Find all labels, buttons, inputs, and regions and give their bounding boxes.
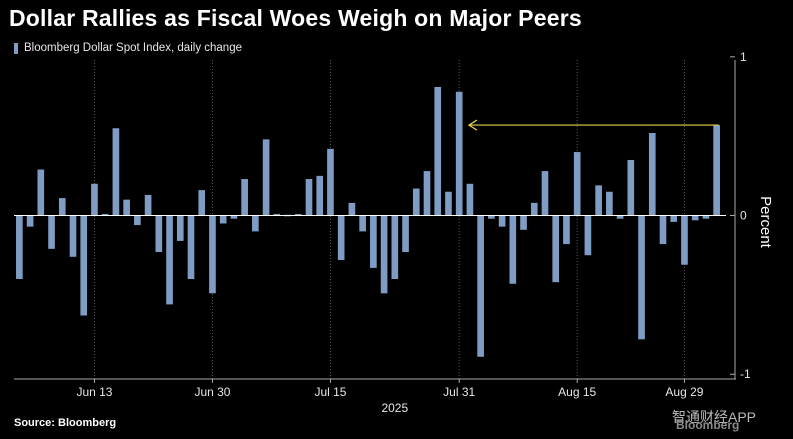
y-axis-label: Percent	[757, 196, 774, 249]
bar-21	[241, 179, 248, 216]
bar-34	[380, 215, 388, 294]
source-note: Source: Bloomberg	[14, 417, 117, 429]
x-tick-label-4: Aug 15	[558, 385, 596, 399]
y-tick-label-0: 1	[740, 50, 747, 64]
bar-63	[691, 215, 699, 221]
bar-10	[123, 199, 130, 216]
bar-36	[402, 215, 409, 253]
bar-13	[155, 215, 163, 253]
bar-50	[552, 215, 560, 283]
bar-59	[648, 133, 656, 216]
bar-41	[455, 91, 463, 216]
legend: Bloomberg Dollar Spot Index, daily chang…	[14, 42, 242, 54]
bar-61	[670, 215, 678, 222]
bar-39	[434, 86, 442, 216]
axes: 1 0 -1 Jun 13 Jun 30 Jul 15 Jul 31 Aug 15 Aug 29…	[14, 50, 751, 415]
bar-12	[144, 194, 152, 216]
bar-15	[176, 215, 184, 241]
bar-46	[509, 215, 517, 284]
bar-65	[713, 125, 720, 216]
bar-20	[230, 215, 238, 219]
bar-44	[488, 215, 495, 219]
bar-7	[91, 183, 98, 216]
bar-29	[327, 148, 334, 216]
legend-label: Bloomberg Dollar Spot Index, daily chang…	[24, 42, 242, 54]
bar-52	[573, 152, 581, 216]
bar-35	[391, 215, 399, 280]
bar-40	[445, 191, 452, 216]
legend-swatch	[14, 42, 18, 54]
bar-28	[316, 175, 324, 216]
bar-9	[112, 128, 120, 216]
bar-24	[273, 213, 281, 216]
bar-45	[498, 215, 506, 227]
chart-title: Dollar Rallies as Fiscal Woes Weigh on M…	[9, 5, 582, 31]
bar-17	[198, 190, 206, 216]
watermark-brand: Bloomberg	[676, 418, 740, 432]
bar-51	[563, 215, 570, 245]
x-tick-label-1: Jun 30	[194, 385, 230, 399]
bar-60	[659, 215, 667, 245]
bar-53	[584, 215, 592, 256]
bar-57	[627, 159, 635, 216]
bar-54	[595, 185, 602, 216]
bar-11	[134, 215, 141, 226]
bar-19	[219, 215, 227, 224]
bar-47	[520, 215, 527, 230]
y-tick-label-2: -1	[740, 367, 751, 381]
bar-31	[348, 202, 356, 216]
bar-48	[530, 202, 538, 216]
bar-64	[702, 215, 710, 219]
x-axis-label: 2025	[381, 401, 408, 415]
bar-42	[466, 183, 474, 216]
annotation	[467, 119, 719, 131]
bar-0	[16, 215, 23, 280]
bar-49	[541, 171, 549, 216]
bars	[16, 86, 720, 357]
bar-8	[101, 213, 109, 216]
bar-5	[69, 215, 77, 257]
bar-38	[423, 171, 431, 216]
bar-22	[252, 215, 259, 232]
y-tick-label-1: 0	[740, 209, 747, 223]
bar-18	[209, 215, 216, 294]
annotation-arrow-head	[467, 119, 478, 131]
bar-56	[616, 215, 624, 219]
bar-4	[58, 198, 66, 216]
bar-3	[48, 215, 55, 249]
bar-30	[337, 215, 345, 260]
bar-55	[606, 191, 613, 216]
bar-2	[37, 169, 45, 216]
bar-33	[370, 215, 377, 268]
x-tick-label-3: Jul 31	[443, 385, 475, 399]
bar-14	[166, 215, 173, 305]
bar-58	[638, 215, 645, 340]
bar-26	[294, 213, 302, 216]
bar-6	[80, 215, 88, 316]
bar-27	[305, 179, 313, 216]
bar-32	[359, 215, 366, 232]
x-tick-label-2: Jul 15	[314, 385, 346, 399]
bar-23	[262, 139, 270, 216]
bar-16	[187, 215, 195, 280]
bar-37	[412, 188, 420, 216]
bar-1	[26, 215, 34, 227]
x-tick-label-5: Aug 29	[665, 385, 703, 399]
bar-62	[681, 215, 688, 265]
bar-43	[477, 215, 484, 357]
watermark-text: 智通财经APP	[672, 409, 757, 425]
x-tick-label-0: Jun 13	[76, 385, 112, 399]
